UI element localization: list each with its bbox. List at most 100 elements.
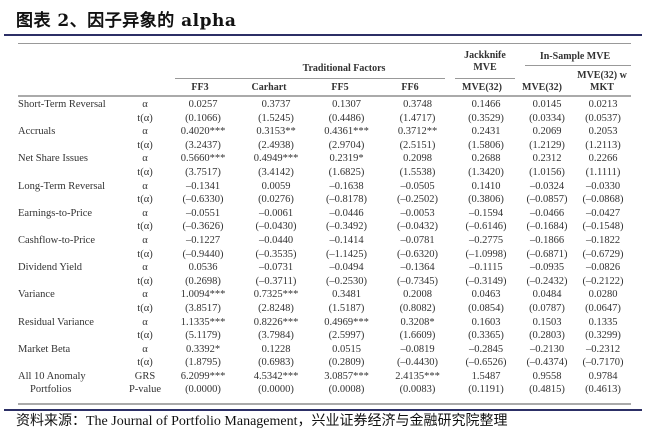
table-cell: (–0.2502) [396,194,439,206]
table-cell: (1.6609) [399,330,436,342]
table-cell: (0.2809) [328,357,365,369]
table-row: Dividend Yield α 0.0536 –0.0731 –0.0494 –0.13… [18,261,631,275]
table-cell: –0.0819 [400,343,435,355]
table-cell: (0.0083) [399,384,436,396]
table-cell: 0.0484 [532,289,562,301]
table-cell: –0.0731 [258,262,294,274]
table-cell: (1.5538) [399,166,436,178]
table-cell: (0.2698) [185,275,221,287]
table-cell: (–0.3149) [465,275,507,287]
table-row: t(α) (5.1179) (3.7984) (2.5997) (1.6609) (0.3… [18,329,631,343]
table-cell: –0.0324 [529,180,565,192]
table-cell: 4.5342*** [253,370,299,382]
table-cell: (2.8248) [258,302,294,314]
row-label: Net Share Issues [18,153,88,165]
table-cell: (1.6825) [328,166,365,178]
table-cell: (–0.2122) [582,275,624,287]
row-stat: α [142,289,148,301]
table-cell: 0.1503 [532,316,562,328]
table-cell: (–0.2432) [526,275,568,287]
row-stat: α [142,343,148,355]
row-label: Earnings-to-Price [18,207,93,219]
col-header: FF3 [191,82,209,93]
col-header: MVE(32) [522,82,562,93]
table-cell: 0.9784 [588,370,618,382]
col-header: Carhart [251,82,287,93]
row-label: Residual Variance [18,316,94,328]
table-cell: (3.7984) [258,330,294,342]
row-stat: t(α) [137,248,153,260]
header-jackknife-mve: Jackknife MVE [464,50,506,73]
table-cell: 0.2431 [471,126,501,138]
table-row: Short-Term Reversal α 0.0257 0.3737 0.1307 0.… [18,98,631,112]
table-cell: –0.0427 [585,207,621,219]
table-cell: (0.4815) [529,384,565,396]
table-cell: –0.1822 [585,234,621,246]
table-cell: –0.2130 [529,343,565,355]
table-cell: (0.4613) [585,384,621,396]
table-cell: (–0.3626) [182,221,224,233]
col-header: MVE(32) [462,82,502,93]
table-row: t(α) (–0.6330) (0.0276) (–0.8178) (–0.2502) (… [18,193,631,207]
table-cell: –0.0440 [258,234,294,246]
table-row: t(α) (3.7517) (3.4142) (1.6825) (1.5538) (1.3… [18,166,631,180]
table-top-rule [18,43,631,44]
row-stat: t(α) [137,221,153,233]
table-row: t(α) (0.1066) (1.5245) (0.4486) (1.4717) (0.3… [18,112,631,126]
table-cell: (2.4938) [258,139,294,151]
table-cell: (–0.3535) [255,248,297,260]
table-cell: 0.4361*** [324,126,369,138]
table-cell: 0.2688 [471,153,501,165]
table-row: Variance α 1.0094*** 0.7325*** 0.3481 0.2008 0… [18,288,631,302]
table-cell: 0.2312 [532,153,562,165]
table-cell: (–0.8178) [325,194,368,206]
table-cell: 0.3481 [332,289,361,301]
table-cell: (0.3529) [468,112,504,124]
table-cell: (0.0647) [585,302,621,314]
table-cell: 0.0463 [471,289,501,301]
table-cell: –0.1414 [329,234,364,246]
table-cell: 0.3748 [403,99,432,110]
row-stat: t(α) [137,275,153,287]
table-cell: (–1.1425) [325,248,368,260]
table-cell: 0.1466 [471,99,501,110]
table-cell: 0.2319* [329,153,364,165]
table-cell: 3.0857*** [324,370,369,382]
table-cell: –0.0466 [529,207,565,219]
table-cell: 0.3153** [256,126,296,138]
table-cell: (2.5151) [399,139,436,151]
page-title: 图表 2、因子异象的 alpha [16,11,237,31]
table-cell: –0.0551 [185,207,221,219]
table-cell: 0.0515 [332,343,361,355]
jackknife-underline [455,78,515,79]
table-cell: 0.1228 [261,343,291,355]
table-cell: 6.2099*** [180,370,226,382]
table-cell: (0.0854) [468,302,504,314]
table-cell: 0.4949*** [253,153,299,165]
row-label: Short-Term Reversal [18,99,106,110]
col-header: FF6 [401,82,419,93]
table-cell: –0.0826 [585,262,621,274]
table-cell: (1.0156) [529,166,565,178]
table-cell: (1.5806) [468,139,504,151]
table-cell: 0.2266 [588,153,618,165]
table-row: Net Share Issues α 0.5660*** 0.4949*** 0.231… [18,152,631,166]
table-cell: –0.2775 [468,234,504,246]
table-cell: (–0.6526) [465,357,507,369]
row-stat: α [142,180,148,192]
table-cell: 0.0280 [588,289,618,301]
table-row: Earnings-to-Price α –0.0551 –0.0061 –0.0446 –… [18,207,631,221]
table-cell: (0.1066) [185,112,221,124]
row-label [18,166,125,180]
table-cell: (–0.0857) [526,194,568,206]
row-stat: P-value [128,384,162,396]
row-stat: t(α) [137,357,153,369]
row-label [18,302,125,316]
table-row: t(α) (–0.3626) (–0.0430) (–0.3492) (–0.0432)… [18,220,631,234]
table-cell: –0.0935 [529,262,565,274]
table-cell: (1.4717) [399,112,436,124]
table-cell: –0.1341 [185,180,221,192]
col-header: MVE(32) w MKT [577,70,627,93]
table-cell: 0.2008 [403,289,432,301]
row-stat: t(α) [137,112,153,124]
